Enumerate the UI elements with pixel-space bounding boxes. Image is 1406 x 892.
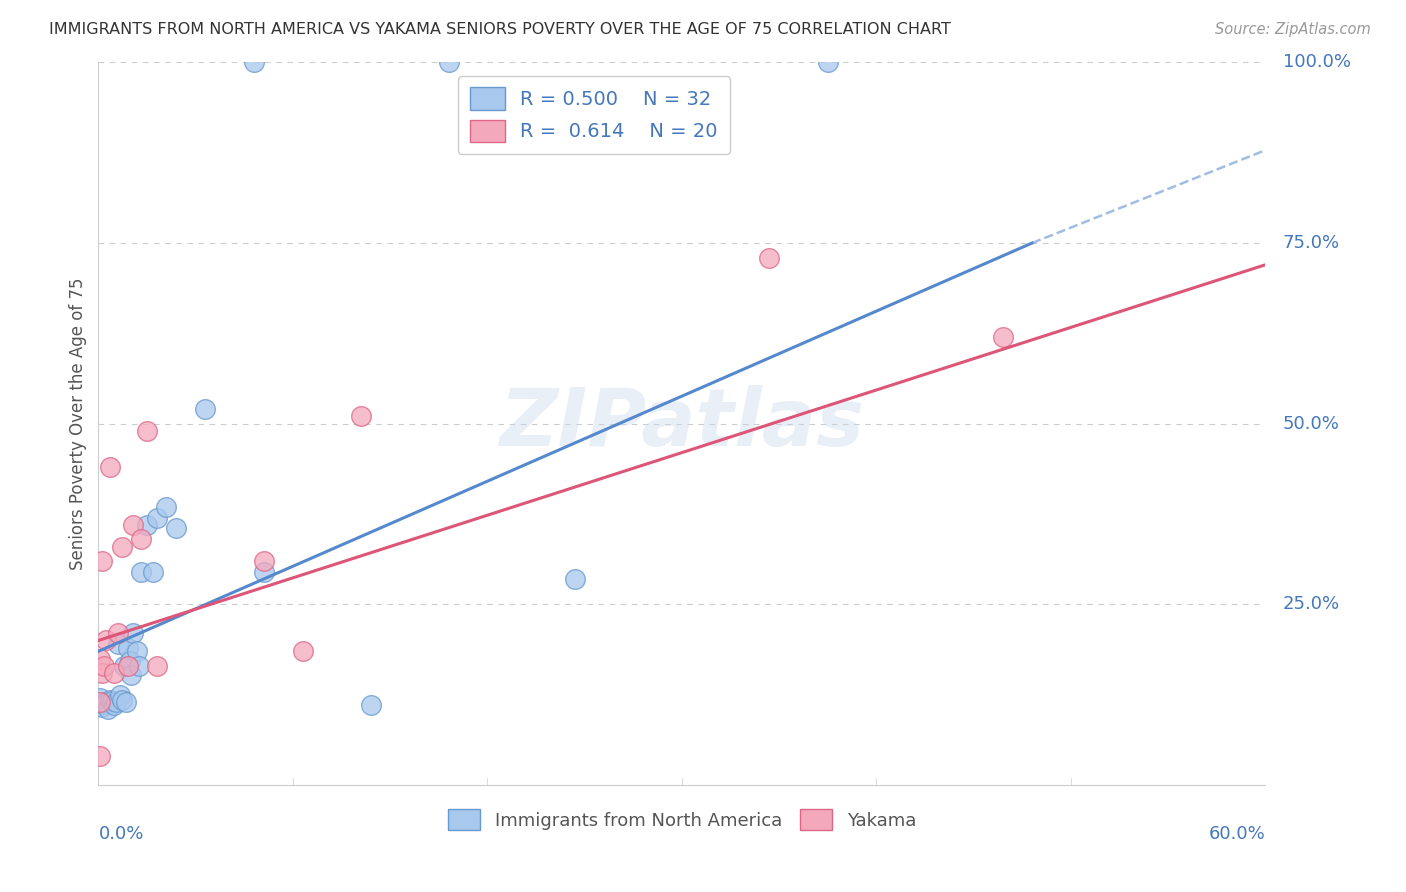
Point [127, 644, 149, 658]
Y-axis label: Seniors Poverty Over the Age of 75: Seniors Poverty Over the Age of 75 [69, 277, 87, 570]
Text: 50.0%: 50.0% [1282, 415, 1340, 433]
Point [129, 533, 152, 547]
Point [128, 658, 150, 673]
Point [121, 668, 143, 682]
Text: ZIPatlas: ZIPatlas [499, 384, 865, 463]
Point [243, 55, 266, 70]
Point [122, 517, 145, 532]
Point [89, 749, 111, 764]
Point [117, 640, 139, 655]
Point [253, 554, 276, 568]
Point [114, 695, 136, 709]
Text: 25.0%: 25.0% [1282, 595, 1340, 614]
Point [360, 698, 382, 713]
Point [91, 700, 114, 714]
Point [98, 692, 121, 706]
Point [165, 521, 187, 535]
Point [758, 251, 780, 265]
Point [98, 460, 121, 475]
Text: 0.0%: 0.0% [98, 825, 143, 843]
Point [991, 330, 1014, 344]
Point [108, 688, 131, 702]
Point [437, 55, 460, 70]
Point [107, 626, 129, 640]
Point [117, 658, 139, 673]
Point [817, 55, 839, 70]
Point [122, 626, 145, 640]
Point [146, 658, 169, 673]
Point [91, 665, 114, 680]
Point [136, 517, 159, 532]
Point [96, 633, 118, 648]
Point [111, 692, 134, 706]
Point [103, 698, 125, 713]
Point [96, 695, 118, 709]
Point [111, 540, 134, 554]
Point [89, 695, 111, 709]
Text: IMMIGRANTS FROM NORTH AMERICA VS YAKAMA SENIORS POVERTY OVER THE AGE OF 75 CORRE: IMMIGRANTS FROM NORTH AMERICA VS YAKAMA … [49, 22, 950, 37]
Point [89, 651, 111, 665]
Point [103, 665, 125, 680]
Legend: Immigrants from North America, Yakama: Immigrants from North America, Yakama [440, 802, 924, 838]
Point [104, 695, 127, 709]
Point [350, 409, 373, 424]
Point [155, 500, 177, 514]
Point [291, 644, 314, 658]
Point [91, 554, 114, 568]
Point [136, 424, 159, 438]
Point [93, 658, 115, 673]
Point [107, 637, 129, 651]
Text: Source: ZipAtlas.com: Source: ZipAtlas.com [1215, 22, 1371, 37]
Point [146, 510, 169, 524]
Point [101, 694, 124, 708]
Point [253, 565, 276, 579]
Point [194, 402, 217, 417]
Text: 100.0%: 100.0% [1282, 54, 1351, 71]
Point [112, 658, 135, 673]
Point [118, 654, 141, 668]
Point [564, 572, 586, 586]
Point [89, 695, 111, 709]
Text: 60.0%: 60.0% [1209, 825, 1265, 843]
Text: 75.0%: 75.0% [1282, 234, 1340, 252]
Point [142, 565, 165, 579]
Point [93, 697, 115, 711]
Point [97, 702, 120, 716]
Point [129, 565, 152, 579]
Point [89, 691, 111, 706]
